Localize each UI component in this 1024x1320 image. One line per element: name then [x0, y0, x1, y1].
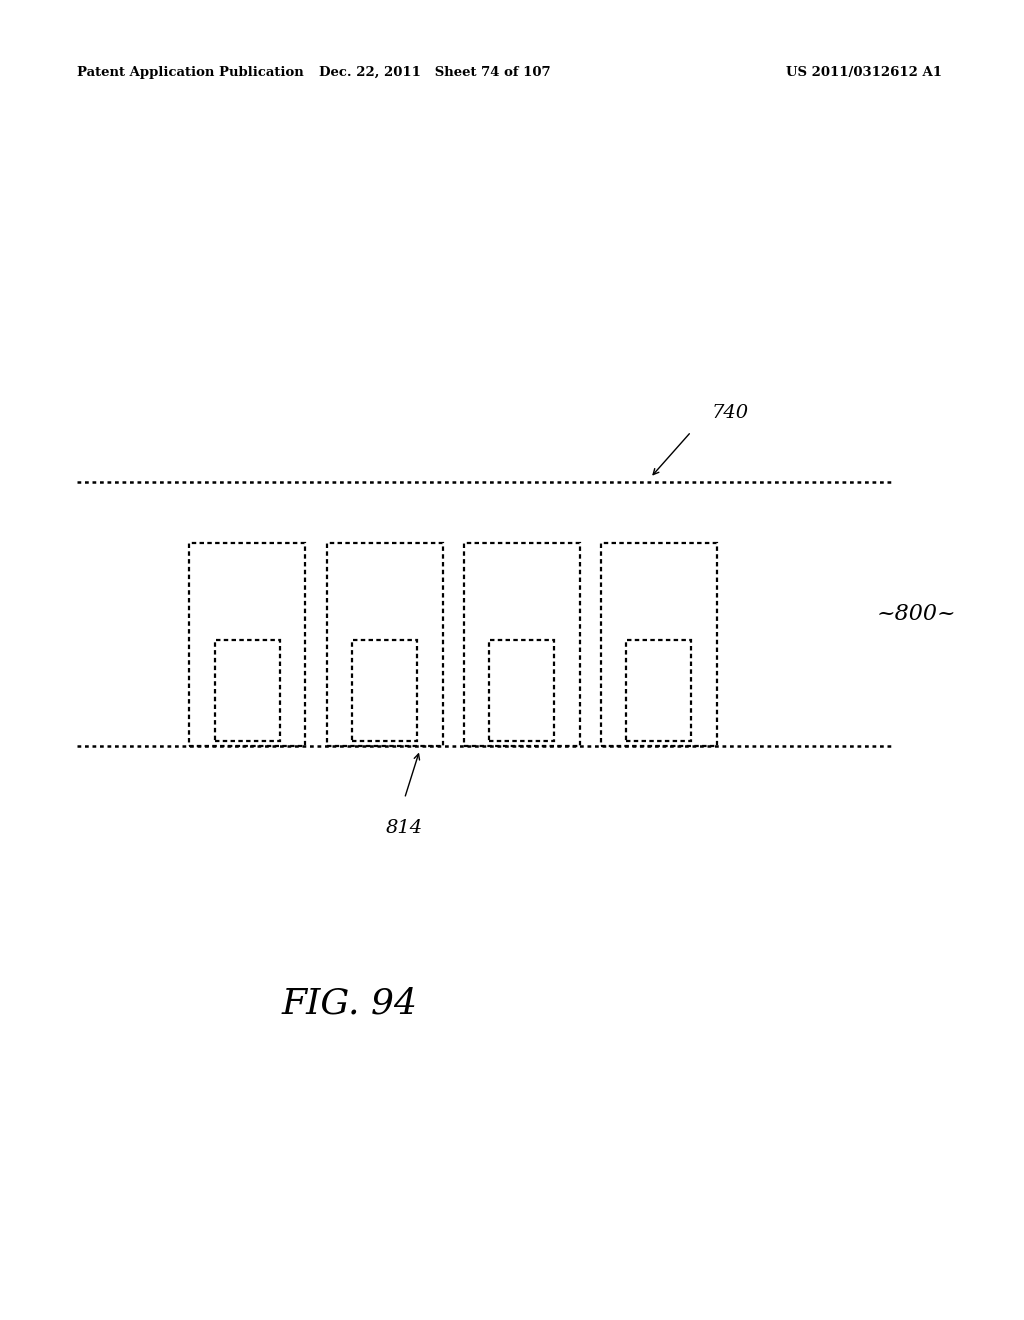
Text: 740: 740 [712, 404, 749, 422]
Bar [464, 543, 580, 746]
Text: 814: 814 [386, 818, 423, 837]
Bar [601, 543, 717, 746]
Bar [489, 640, 554, 741]
Text: FIG. 94: FIG. 94 [282, 986, 418, 1020]
Bar [352, 640, 417, 741]
Bar [215, 640, 280, 741]
Text: Patent Application Publication: Patent Application Publication [77, 66, 303, 79]
Bar [189, 543, 305, 746]
Text: US 2011/0312612 A1: US 2011/0312612 A1 [786, 66, 942, 79]
Bar [627, 640, 691, 741]
Text: Dec. 22, 2011   Sheet 74 of 107: Dec. 22, 2011 Sheet 74 of 107 [319, 66, 551, 79]
Bar [327, 543, 442, 746]
Text: ~800~: ~800~ [877, 603, 956, 624]
